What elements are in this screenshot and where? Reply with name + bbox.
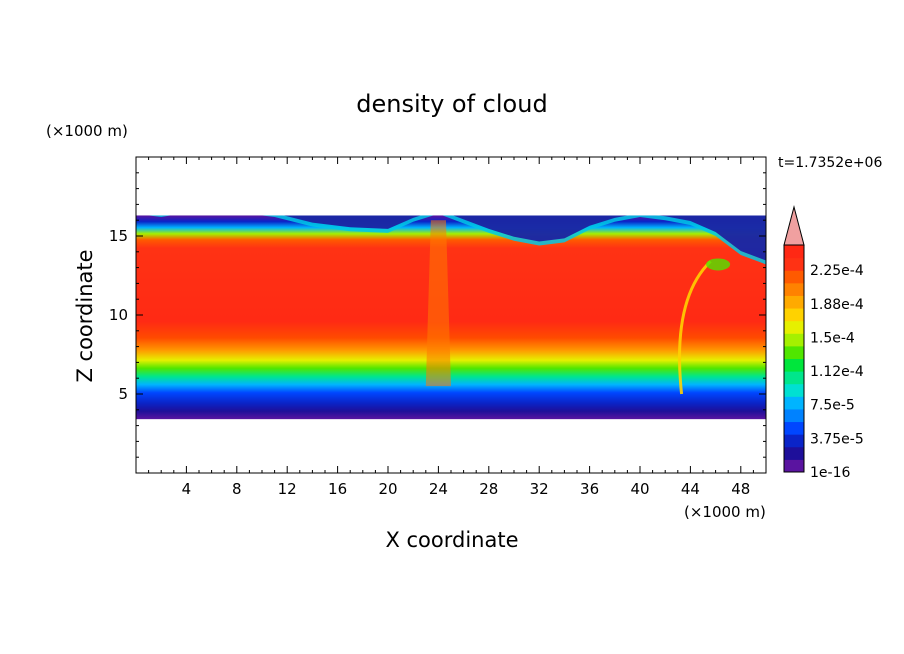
x-tick-label: 32 (530, 480, 549, 498)
colorbar-swatch (784, 371, 804, 385)
x-tick-label: 36 (580, 480, 599, 498)
updraft-column (425, 220, 451, 387)
x-tick-label: 28 (479, 480, 498, 498)
colorbar-label: 1.5e-4 (810, 330, 855, 346)
x-tick-label: 8 (232, 480, 242, 498)
colorbar-swatch (784, 383, 804, 397)
x-tick-label: 12 (278, 480, 297, 498)
x-tick-label: 20 (378, 480, 397, 498)
colorbar-swatch (784, 408, 804, 423)
x-tick-label: 24 (429, 480, 448, 498)
time-label: t=1.7352e+06 (778, 155, 882, 171)
cloud-layer (136, 215, 766, 420)
y-tick-label: 10 (109, 306, 128, 324)
colorbar-swatch (784, 358, 804, 372)
colorbar-label: 2.25e-4 (810, 263, 864, 279)
colorbar-label: 1.12e-4 (810, 364, 864, 380)
x-axis: 4 8 12 16 20 24 28 32 36 40 44 48 (148, 157, 754, 498)
x-tick-label: 40 (630, 480, 649, 498)
cloud-density-field (136, 157, 766, 473)
colorbar-swatch (784, 308, 804, 322)
colorbar-label: 1.88e-4 (810, 297, 864, 313)
x-tick-label: 44 (681, 480, 700, 498)
colorbar: 1e-16 3.75e-5 7.5e-5 1.12e-4 1.5e-4 1.88e-4 2.… (783, 205, 864, 481)
colorbar-extend-arrow (783, 205, 805, 246)
x-tick-label: 48 (731, 480, 750, 498)
colorbar-swatch (784, 421, 804, 435)
colorbar-label: 1e-16 (810, 465, 850, 481)
y-tick-label: 5 (118, 385, 128, 403)
x-axis-label: X coordinate (385, 528, 518, 552)
colorbar-swatch (784, 245, 804, 259)
colorbar-swatch (784, 295, 804, 309)
x-tick-label: 4 (182, 480, 192, 498)
colorbar-swatch (784, 320, 804, 334)
colorbar-swatch (784, 396, 804, 410)
x-unit-label: (×1000 m) (684, 503, 766, 521)
colorbar-swatch (784, 446, 804, 460)
colorbar-swatch (784, 270, 804, 284)
eddy-vortex (706, 258, 731, 271)
colorbar-swatch (784, 434, 804, 448)
colorbar-swatch (784, 459, 804, 473)
clear-air-top (136, 157, 766, 216)
y-axis-label: Z coordinate (73, 249, 97, 382)
colorbar-swatch (784, 257, 804, 271)
colorbar-swatch (784, 282, 804, 296)
clear-air-bottom (136, 419, 766, 473)
x-tick-label: 16 (328, 480, 347, 498)
colorbar-swatch (784, 345, 804, 359)
y-axis: 5 10 15 (109, 172, 766, 458)
y-unit-label: (×1000 m) (46, 122, 128, 140)
plume-streak (678, 260, 712, 395)
colorbar-label: 3.75e-5 (810, 431, 864, 447)
colorbar-swatch (784, 333, 804, 347)
colorbar-label: 7.5e-5 (810, 398, 855, 414)
y-tick-label: 15 (109, 227, 128, 245)
chart-title: density of cloud (356, 90, 547, 118)
